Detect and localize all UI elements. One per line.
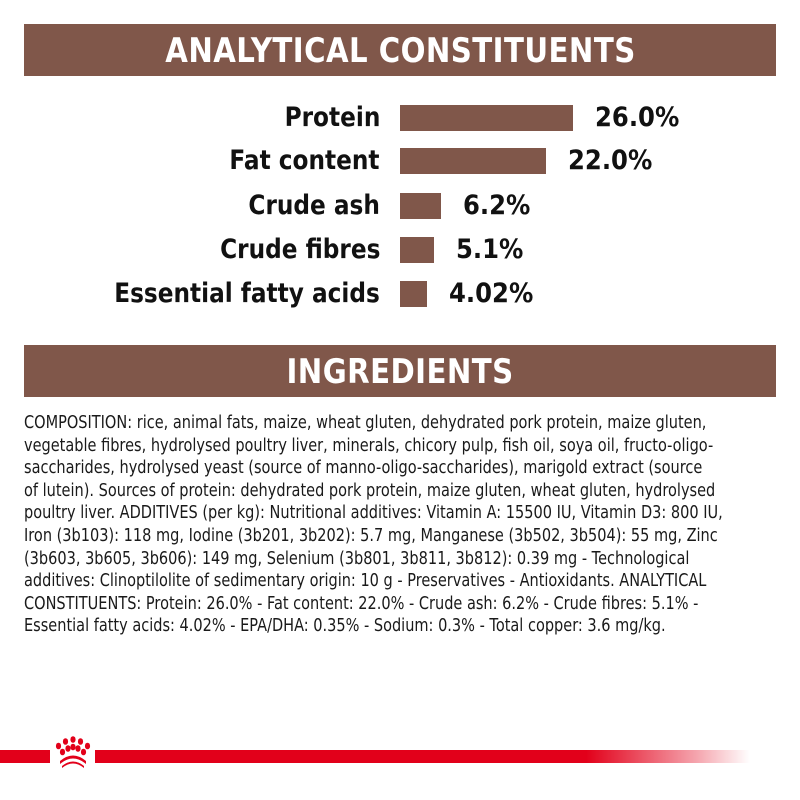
chart-row: Crude fibres 5.1%: [0, 235, 800, 265]
ingredients-line: COMPOSITION: rice, animal fats, maize, w…: [24, 413, 707, 433]
ingredients-line: poultry liver. ADDITIVES (per kg): Nutri…: [24, 503, 723, 524]
ingredients-line: additives: Clinoptilolite of sedimentary…: [24, 571, 707, 592]
red-stripe-left: [0, 750, 50, 763]
bar: [400, 237, 434, 263]
ingredients-line: Iron (3b103): 118 mg, Iodine (3b201, 3b2…: [24, 525, 718, 546]
brand-footer: [0, 735, 800, 775]
constituents-bar-chart: Protein 26.0% Fat content 22.0% Crude ash 6.2…: [0, 96, 800, 316]
analytical-constituents-banner: ANALYTICAL CONSTITUENTS: [24, 24, 776, 76]
bar-value-label: 22.0%: [568, 145, 653, 176]
bar-label: Fat content: [229, 145, 380, 176]
ingredients-line: saccharides, hydrolysed yeast (source of…: [24, 458, 703, 479]
ingredients-line: of lutein). Sources of protein: dehydrat…: [24, 480, 716, 501]
crown-icon: [55, 736, 91, 768]
ingredients-banner: INGREDIENTS: [24, 345, 776, 397]
chart-row: Protein 26.0%: [0, 103, 800, 133]
analytical-constituents-title: ANALYTICAL CONSTITUENTS: [164, 31, 636, 71]
ingredients-text: COMPOSITION: rice, animal fats, maize, w…: [24, 412, 776, 638]
bar-label: Crude fibres: [219, 234, 380, 265]
bar: [400, 105, 573, 131]
bar: [400, 148, 546, 174]
bar-label: Crude ash: [248, 190, 380, 221]
ingredients-line: CONSTITUENTS: Protein: 26.0% - Fat conte…: [24, 593, 699, 614]
ingredients-line: vegetable fibres, hydrolysed poultry liv…: [24, 435, 714, 456]
bar-value-label: 6.2%: [463, 190, 531, 221]
ingredients-line: Essential fatty acids: 4.02% - EPA/DHA: …: [24, 616, 666, 637]
chart-row: Fat content 22.0%: [0, 146, 800, 176]
bar-value-label: 5.1%: [456, 234, 524, 265]
bar-label: Essential fatty acids: [114, 278, 380, 309]
bar-value-label: 26.0%: [595, 102, 680, 133]
bar: [400, 193, 441, 219]
ingredients-line: (3b603, 3b605, 3b606): 149 mg, Selenium …: [24, 548, 690, 569]
bar-label: Protein: [284, 102, 380, 133]
ingredients-title: INGREDIENTS: [286, 352, 514, 392]
bar-value-label: 4.02%: [449, 278, 534, 309]
red-stripe-right: [95, 750, 750, 763]
bar: [400, 281, 427, 307]
chart-row: Crude ash 6.2%: [0, 191, 800, 221]
chart-row: Essential fatty acids 4.02%: [0, 279, 800, 309]
